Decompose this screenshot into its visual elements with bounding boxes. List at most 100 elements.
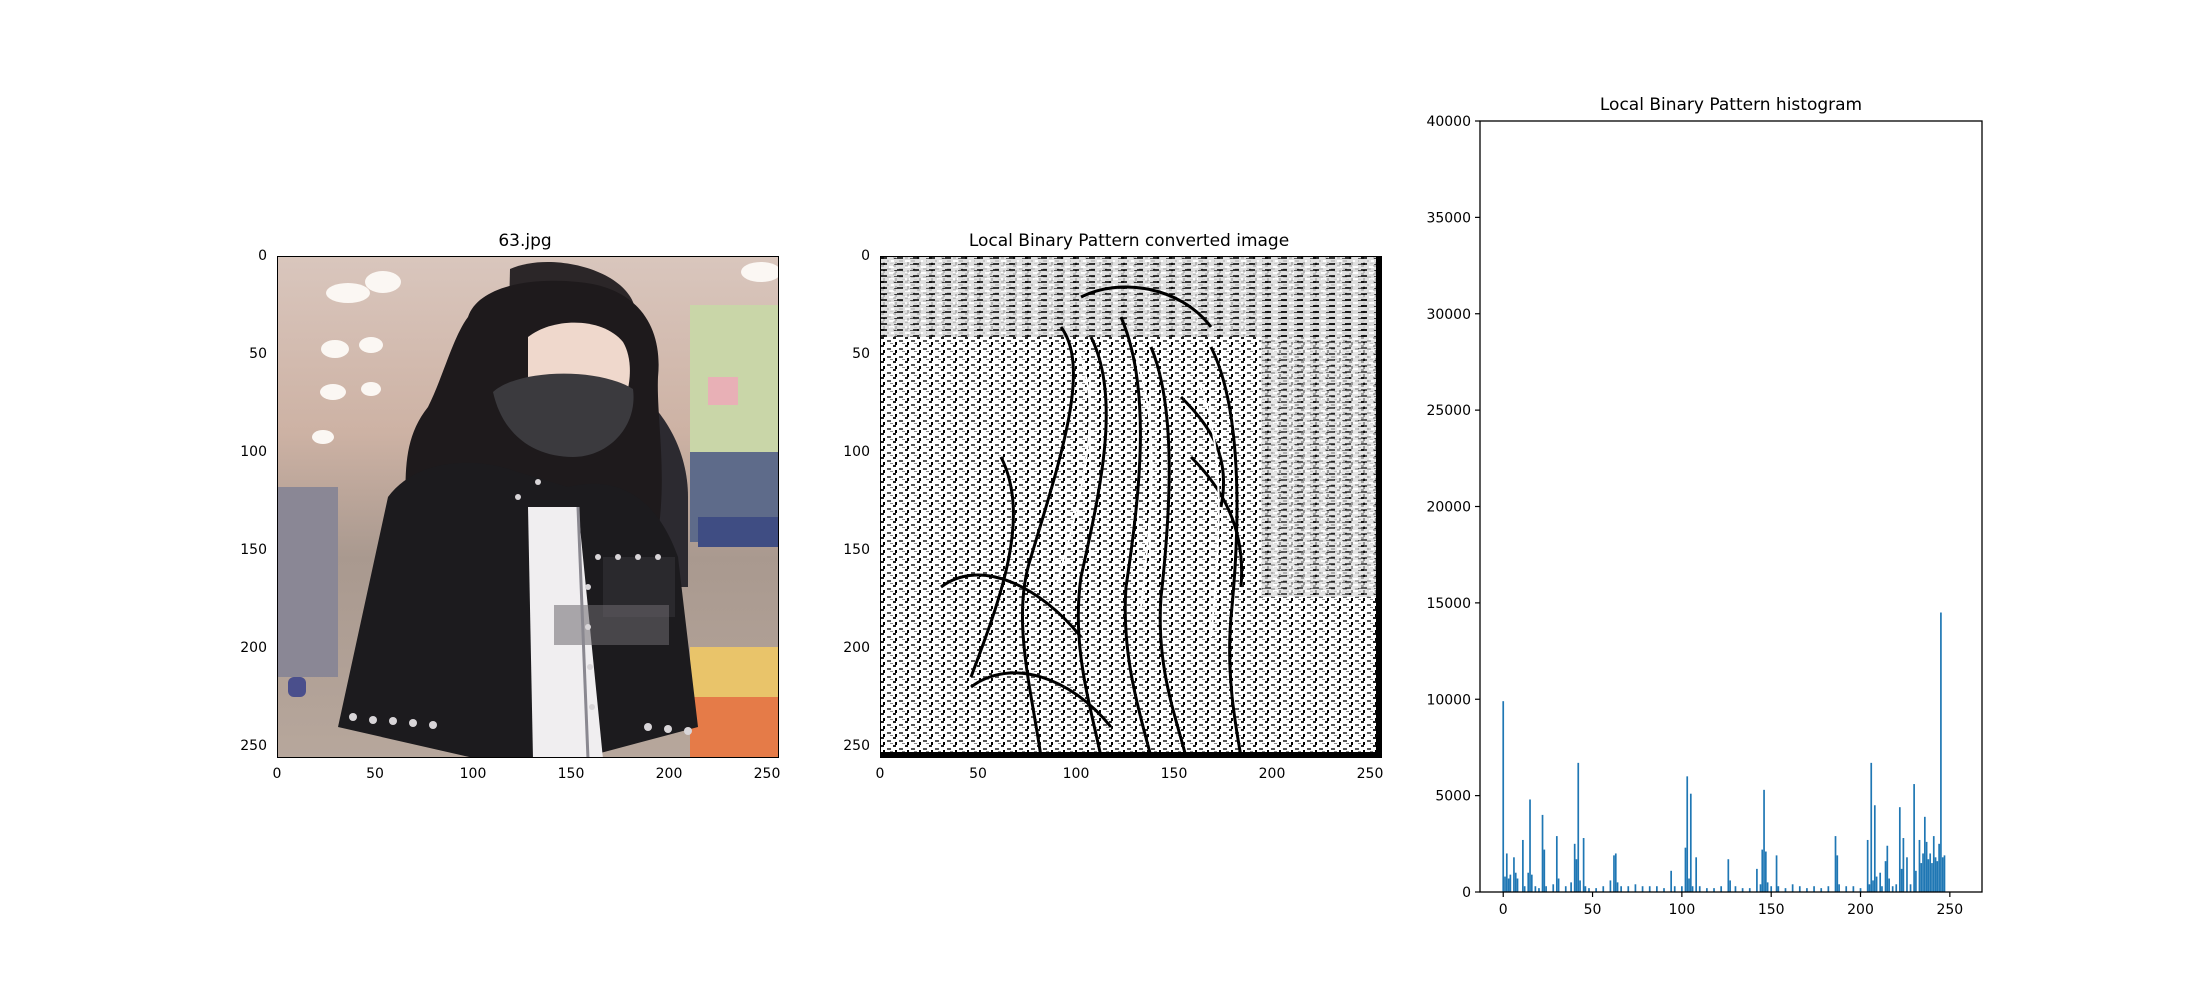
histogram-bar — [1602, 886, 1605, 892]
histogram-bar — [1614, 853, 1617, 892]
histogram-bar — [1684, 847, 1687, 892]
histogram-frame — [1479, 120, 1983, 893]
histogram-ytick-label: 30000 — [1426, 307, 1471, 323]
photo-ytick: 100 — [240, 444, 267, 460]
photo-xtick: 50 — [366, 766, 384, 782]
histogram-bar — [1530, 874, 1533, 892]
histogram-ytick-label: 0 — [1462, 885, 1471, 901]
photo-ytick: 50 — [249, 346, 267, 362]
histogram-ytick-label: 5000 — [1435, 789, 1471, 805]
histogram-bar — [1613, 855, 1615, 892]
lbp-ytick: 150 — [843, 542, 870, 558]
photo-xtick: 150 — [557, 766, 585, 782]
histogram-bar — [1691, 886, 1694, 892]
histogram-bar — [1555, 836, 1558, 892]
histogram-bar — [1663, 888, 1665, 892]
histogram-bar — [1761, 849, 1764, 892]
histogram-bar — [1938, 843, 1940, 892]
photo-ytick: 200 — [240, 640, 267, 656]
histogram-bar — [1584, 886, 1587, 892]
histogram-bar — [1884, 861, 1887, 892]
photo-ytick: 250 — [240, 738, 267, 754]
histogram-bar — [1522, 839, 1524, 892]
lbp-ytick: 200 — [843, 640, 870, 656]
histogram-bar — [1588, 888, 1590, 892]
histogram-bar — [1775, 855, 1778, 892]
histogram-bar — [1872, 880, 1874, 892]
histogram-bar — [1579, 880, 1581, 892]
lbp-xtick: 200 — [1258, 766, 1286, 782]
photo-xtick: 0 — [272, 766, 282, 782]
lbp-title: Local Binary Pattern converted image — [968, 231, 1290, 251]
histogram-bar — [1784, 888, 1787, 892]
histogram-bar — [1727, 859, 1730, 892]
lbp-ytick: 250 — [843, 738, 870, 754]
histogram-bar — [1873, 805, 1876, 892]
histogram-bar — [1827, 886, 1830, 892]
lbp-texture — [881, 257, 1381, 757]
histogram-bar — [1577, 762, 1580, 892]
histogram-bar — [1931, 863, 1933, 892]
histogram-bar — [1505, 853, 1508, 892]
histogram-bar — [1509, 874, 1512, 892]
histogram-bar — [1879, 872, 1882, 892]
histogram-bar — [1748, 888, 1751, 892]
histogram-bar — [1909, 884, 1912, 892]
photo-title: 63.jpg — [498, 231, 552, 251]
histogram-bar — [1940, 612, 1942, 892]
histogram-bar — [1766, 882, 1769, 892]
histogram-bar — [1620, 886, 1622, 892]
histogram-bar — [1845, 886, 1848, 892]
histogram-bar — [1759, 884, 1762, 892]
histogram-bar — [1527, 872, 1530, 892]
histogram-xtick-label: 0 — [1499, 902, 1508, 918]
histogram-bar — [1777, 886, 1780, 892]
histogram-bar — [1836, 855, 1839, 892]
histogram-bar — [1913, 784, 1915, 892]
histogram-bar — [1720, 886, 1723, 892]
histogram-bar — [1918, 839, 1921, 892]
histogram-bar — [1756, 868, 1758, 892]
histogram-bar — [1920, 863, 1923, 892]
histogram-bar — [1688, 878, 1690, 892]
histogram-bar — [1582, 838, 1585, 892]
histogram-bar — [1866, 839, 1869, 892]
photo-ytick: 150 — [240, 542, 267, 558]
histogram-bar — [1575, 859, 1578, 892]
histogram-bar — [1764, 851, 1767, 892]
histogram-xtick-label: 50 — [1584, 902, 1602, 918]
lbp-xtick: 0 — [875, 766, 885, 782]
histogram-bar — [1902, 838, 1905, 892]
histogram-bar — [1922, 853, 1924, 892]
histogram-bar — [1891, 886, 1894, 892]
histogram-xtick-label: 150 — [1758, 902, 1785, 918]
histogram-bar — [1648, 886, 1651, 892]
histogram-bar — [1852, 886, 1855, 892]
histogram-bar — [1932, 836, 1935, 892]
histogram-bar — [1573, 843, 1576, 892]
photo-xtick: 250 — [753, 766, 781, 782]
histogram-bar — [1929, 853, 1932, 892]
histogram-bar — [1538, 888, 1540, 892]
histogram-bar — [1570, 882, 1572, 892]
histogram-bar — [1529, 799, 1531, 892]
histogram-bar — [1564, 886, 1567, 892]
histogram-bar — [1870, 762, 1873, 892]
histogram-bar — [1820, 888, 1823, 892]
histogram-bar — [1698, 886, 1701, 892]
histogram-bar — [1927, 859, 1930, 892]
histogram-bar — [1641, 886, 1644, 892]
histogram-bar — [1934, 857, 1937, 892]
histogram-bar — [1923, 816, 1926, 892]
histogram-bar — [1734, 886, 1737, 892]
histogram-bar — [1552, 884, 1555, 892]
lbp-ytick: 50 — [852, 346, 870, 362]
histogram-bar — [1706, 888, 1708, 892]
histogram-bar — [1627, 886, 1630, 892]
photo-xtick: 200 — [655, 766, 683, 782]
histogram-bar — [1504, 876, 1506, 892]
histogram-xtick-label: 250 — [1936, 902, 1963, 918]
histogram-bar — [1543, 849, 1546, 892]
histogram-ytick-label: 40000 — [1426, 114, 1471, 130]
